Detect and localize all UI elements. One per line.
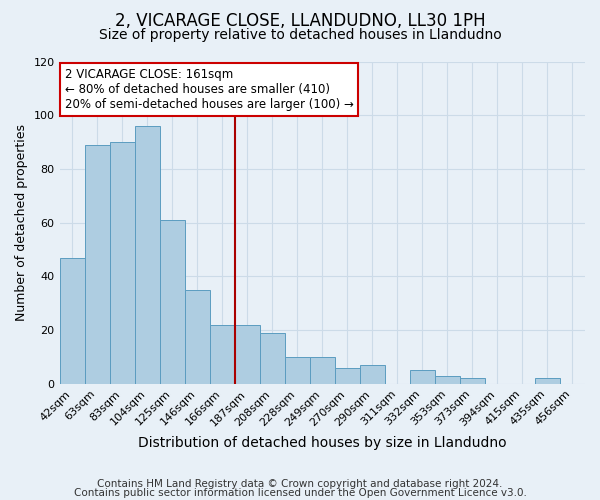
Bar xyxy=(235,324,260,384)
Bar xyxy=(160,220,185,384)
Bar xyxy=(209,324,235,384)
Bar xyxy=(110,142,134,384)
Bar xyxy=(335,368,360,384)
Bar xyxy=(360,365,385,384)
Bar xyxy=(85,145,110,384)
Text: Size of property relative to detached houses in Llandudno: Size of property relative to detached ho… xyxy=(98,28,502,42)
Y-axis label: Number of detached properties: Number of detached properties xyxy=(15,124,28,321)
X-axis label: Distribution of detached houses by size in Llandudno: Distribution of detached houses by size … xyxy=(138,436,506,450)
Bar xyxy=(59,258,85,384)
Bar xyxy=(410,370,435,384)
Text: Contains HM Land Registry data © Crown copyright and database right 2024.: Contains HM Land Registry data © Crown c… xyxy=(97,479,503,489)
Bar xyxy=(260,333,285,384)
Bar xyxy=(285,357,310,384)
Text: 2 VICARAGE CLOSE: 161sqm
← 80% of detached houses are smaller (410)
20% of semi-: 2 VICARAGE CLOSE: 161sqm ← 80% of detach… xyxy=(65,68,353,111)
Text: Contains public sector information licensed under the Open Government Licence v3: Contains public sector information licen… xyxy=(74,488,526,498)
Bar xyxy=(134,126,160,384)
Bar xyxy=(185,290,209,384)
Bar xyxy=(435,376,460,384)
Bar xyxy=(460,378,485,384)
Text: 2, VICARAGE CLOSE, LLANDUDNO, LL30 1PH: 2, VICARAGE CLOSE, LLANDUDNO, LL30 1PH xyxy=(115,12,485,30)
Bar xyxy=(535,378,560,384)
Bar xyxy=(310,357,335,384)
